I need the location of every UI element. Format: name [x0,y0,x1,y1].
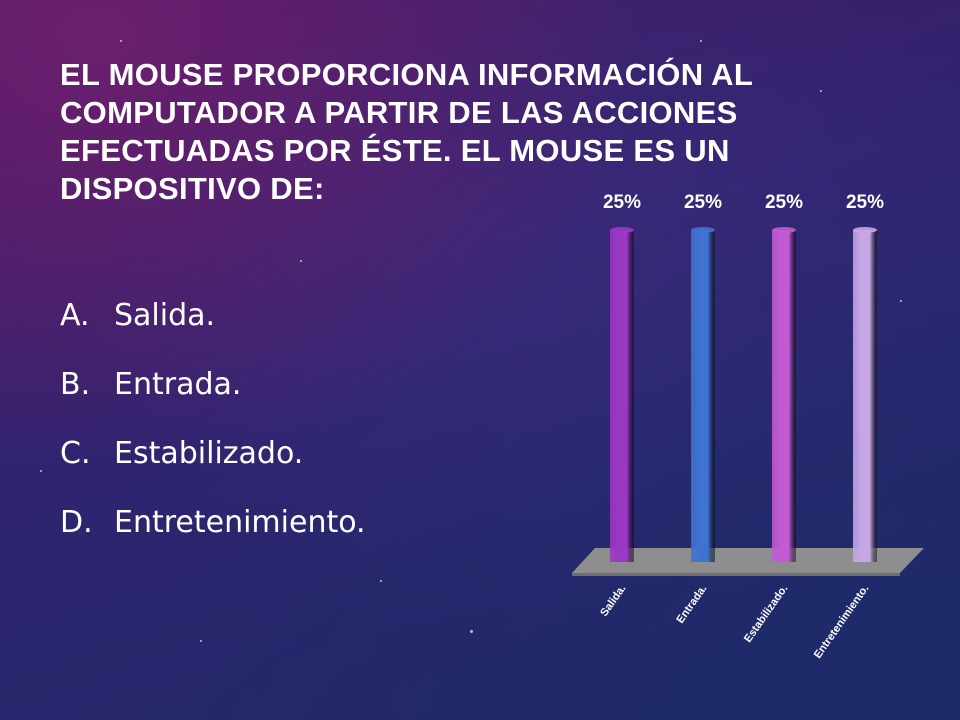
data-label-2: 25% [684,192,722,213]
data-label-4: 25% [846,192,884,213]
option-c[interactable]: C. Estabilizado. [60,428,366,497]
bar-top-3 [772,227,796,233]
option-text: Entretenimiento. [114,505,366,540]
option-d[interactable]: D. Entretenimiento. [60,497,366,566]
question-title: EL MOUSE PROPORCIONA INFORMACIÓN AL COMP… [60,57,753,206]
data-label-3: 25% [765,192,803,213]
bar-4 [853,230,877,562]
chart-floor-edge [572,573,900,576]
category-label-3: Estabilizado. [742,583,790,645]
option-b[interactable]: B. Entrada. [60,359,366,428]
bar-top-1 [610,227,634,233]
option-text: Entrada. [114,367,242,402]
option-letter: C. [60,436,91,471]
results-bar-chart: 25% Salida. 25% Entrada. 25% Estabilizado. 25%… [572,192,924,661]
option-text: Estabilizado. [114,436,304,471]
bar-1 [610,230,634,562]
option-a[interactable]: A. Salida. [60,290,366,359]
data-label-1: 25% [603,192,641,213]
option-letter: B. [60,367,91,402]
answer-options: A. Salida. B. Entrada. C. Estabilizado. … [60,290,366,566]
chart-floor-top [572,548,924,573]
category-label-1: Salida. [598,583,628,619]
option-letter: D. [60,505,93,540]
category-label-2: Entrada. [674,583,709,626]
category-label-4: Entretenimiento. [812,583,872,661]
option-text: Salida. [114,298,216,333]
bar-top-4 [853,227,877,233]
bar-3 [772,230,796,562]
bar-2 [691,230,715,562]
option-letter: A. [60,298,90,333]
bar-top-2 [691,227,715,233]
